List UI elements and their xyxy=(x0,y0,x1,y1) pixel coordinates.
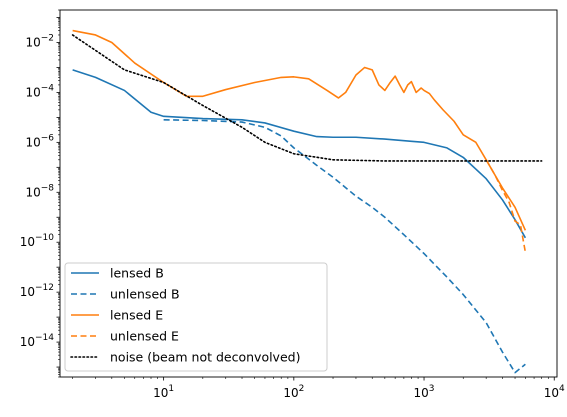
legend-label: lensed B xyxy=(110,266,164,281)
x-tick-label: 102 xyxy=(283,384,304,400)
legend-label: noise (beam not deconvolved) xyxy=(110,350,300,365)
y-tick-label: 10−12 xyxy=(20,283,54,299)
y-tick-label: 10−6 xyxy=(25,133,54,149)
legend-label: unlensed E xyxy=(110,329,179,344)
x-tick-label: 103 xyxy=(414,384,435,400)
y-tick-label: 10−4 xyxy=(25,83,54,99)
y-tick-label: 10−2 xyxy=(25,33,54,49)
series-line-0 xyxy=(72,69,527,239)
series-line-4 xyxy=(71,34,543,162)
y-tick-label: 10−10 xyxy=(20,233,55,249)
legend-label: unlensed B xyxy=(110,287,180,302)
series-line-3 xyxy=(485,159,527,253)
y-tick-label: 10−14 xyxy=(20,333,55,349)
legend-box xyxy=(64,262,328,372)
y-axis: 10−2 10−4 10−6 10−8 10−10 10−12 10−14 xyxy=(20,9,60,378)
y-tick-label: 10−8 xyxy=(25,183,54,199)
series-line-2 xyxy=(72,29,527,231)
series-layer xyxy=(71,29,543,374)
legend-label: lensed E xyxy=(110,308,163,323)
x-tick-label: 101 xyxy=(153,384,174,400)
legend: lensed B unlensed B lensed E unlensed E nois… xyxy=(64,262,328,372)
x-tick-label: 104 xyxy=(544,384,565,400)
x-axis: 101 102 103 104 xyxy=(72,377,565,400)
